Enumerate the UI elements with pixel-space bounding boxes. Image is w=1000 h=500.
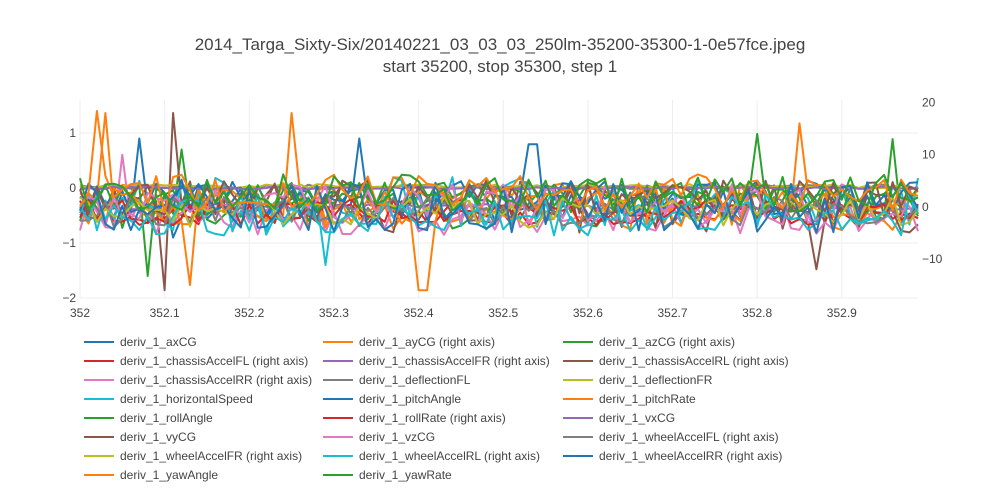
legend-swatch bbox=[84, 473, 114, 476]
legend-swatch bbox=[323, 454, 353, 457]
x-tick-label: 352.3 bbox=[319, 306, 349, 320]
legend-swatch bbox=[563, 397, 593, 400]
y-left-tick-label: 0 bbox=[69, 181, 76, 195]
legend-label: deriv_1_yawRate bbox=[359, 467, 452, 482]
legend-swatch bbox=[84, 359, 114, 362]
legend-swatch bbox=[323, 397, 353, 400]
x-tick-label: 352.8 bbox=[742, 306, 772, 320]
x-tick-label: 352.5 bbox=[488, 306, 518, 320]
legend-label: deriv_1_chassisAccelFL (right axis) bbox=[120, 353, 309, 368]
legend-item[interactable]: deriv_1_vyCG bbox=[84, 427, 196, 446]
legend-label: deriv_1_yawAngle bbox=[120, 467, 219, 482]
legend-swatch bbox=[323, 359, 353, 362]
legend-item[interactable]: deriv_1_wheelAccelFR (right axis) bbox=[84, 446, 302, 465]
legend-swatch bbox=[563, 416, 593, 419]
legend-swatch bbox=[84, 454, 114, 457]
legend-item[interactable]: deriv_1_pitchRate bbox=[563, 389, 696, 408]
legend-swatch bbox=[84, 435, 114, 438]
legend-item[interactable]: deriv_1_chassisAccelFL (right axis) bbox=[84, 351, 308, 370]
legend-label: deriv_1_vzCG bbox=[359, 429, 436, 444]
legend-swatch bbox=[563, 454, 593, 457]
legend-item[interactable]: deriv_1_yawRate bbox=[323, 465, 452, 484]
x-tick-label: 352.4 bbox=[404, 306, 434, 320]
legend-label: deriv_1_wheelAccelFR (right axis) bbox=[120, 448, 303, 463]
legend-swatch bbox=[84, 397, 114, 400]
y-right-tick-label: 0 bbox=[922, 200, 929, 214]
legend-label: deriv_1_pitchRate bbox=[599, 391, 696, 406]
legend-item[interactable]: deriv_1_rollRate (right axis) bbox=[323, 408, 506, 427]
x-tick-label: 352.1 bbox=[150, 306, 180, 320]
legend-swatch bbox=[563, 359, 593, 362]
chart-subtitle: start 35200, stop 35300, step 1 bbox=[382, 57, 618, 76]
y-left-tick-label: −2 bbox=[62, 291, 76, 305]
legend-label: deriv_1_deflectionFR bbox=[599, 372, 713, 387]
legend-label: deriv_1_wheelAccelRL (right axis) bbox=[359, 448, 540, 463]
y-left-tick-label: −1 bbox=[62, 236, 76, 250]
legend-swatch bbox=[563, 435, 593, 438]
legend-label: deriv_1_azCG (right axis) bbox=[599, 334, 736, 349]
legend-swatch bbox=[323, 435, 353, 438]
legend-label: deriv_1_chassisAccelFR (right axis) bbox=[359, 353, 550, 368]
legend-swatch bbox=[563, 340, 593, 343]
legend-label: deriv_1_axCG bbox=[120, 334, 197, 349]
legend-swatch bbox=[323, 340, 353, 343]
legend-item[interactable]: deriv_1_wheelAccelRR (right axis) bbox=[563, 446, 782, 465]
legend-swatch bbox=[84, 378, 114, 381]
y-right-tick-label: 10 bbox=[922, 148, 936, 162]
legend-label: deriv_1_wheelAccelRR (right axis) bbox=[599, 448, 783, 463]
x-tick-label: 352.6 bbox=[573, 306, 603, 320]
x-tick-label: 352.2 bbox=[234, 306, 264, 320]
legend-label: deriv_1_ayCG (right axis) bbox=[359, 334, 496, 349]
legend-label: deriv_1_rollAngle bbox=[120, 410, 213, 425]
x-tick-label: 352 bbox=[70, 306, 90, 320]
legend-item[interactable]: deriv_1_vxCG bbox=[563, 408, 675, 427]
legend-swatch bbox=[84, 416, 114, 419]
legend-label: deriv_1_chassisAccelRL (right axis) bbox=[599, 353, 789, 368]
legend-label: deriv_1_chassisAccelRR (right axis) bbox=[120, 372, 313, 387]
legend-item[interactable]: deriv_1_chassisAccelFR (right axis) bbox=[323, 351, 550, 370]
x-tick-label: 352.7 bbox=[658, 306, 688, 320]
legend-item[interactable]: deriv_1_axCG bbox=[84, 332, 197, 351]
legend-item[interactable]: deriv_1_wheelAccelRL (right axis) bbox=[323, 446, 540, 465]
legend-label: deriv_1_vyCG bbox=[120, 429, 197, 444]
legend-item[interactable]: deriv_1_chassisAccelRR (right axis) bbox=[84, 370, 312, 389]
legend-swatch bbox=[323, 416, 353, 419]
legend-item[interactable]: deriv_1_deflectionFR bbox=[563, 370, 712, 389]
legend-item[interactable]: deriv_1_deflectionFL bbox=[323, 370, 470, 389]
legend-label: deriv_1_horizontalSpeed bbox=[120, 391, 253, 406]
series-line bbox=[79, 173, 919, 214]
legend-label: deriv_1_rollRate (right axis) bbox=[359, 410, 506, 425]
y-right-tick-label: −10 bbox=[922, 252, 943, 266]
legend-swatch bbox=[563, 378, 593, 381]
legend-item[interactable]: deriv_1_vzCG bbox=[323, 427, 435, 446]
legend-item[interactable]: deriv_1_yawAngle bbox=[84, 465, 218, 484]
x-tick-label: 352.9 bbox=[827, 306, 857, 320]
legend-item[interactable]: deriv_1_rollAngle bbox=[84, 408, 213, 427]
legend-label: deriv_1_vxCG bbox=[599, 410, 676, 425]
legend-label: deriv_1_pitchAngle bbox=[359, 391, 462, 406]
legend-item[interactable]: deriv_1_pitchAngle bbox=[323, 389, 461, 408]
legend-item[interactable]: deriv_1_wheelAccelFL (right axis) bbox=[563, 427, 779, 446]
legend-item[interactable]: deriv_1_horizontalSpeed bbox=[84, 389, 253, 408]
legend-item[interactable]: deriv_1_chassisAccelRL (right axis) bbox=[563, 351, 789, 370]
legend-item[interactable]: deriv_1_ayCG (right axis) bbox=[323, 332, 495, 351]
legend-label: deriv_1_wheelAccelFL (right axis) bbox=[599, 429, 779, 444]
legend-item[interactable]: deriv_1_azCG (right axis) bbox=[563, 332, 735, 351]
series-line bbox=[79, 143, 919, 234]
legend-swatch bbox=[323, 473, 353, 476]
series-line bbox=[79, 153, 919, 236]
legend-swatch bbox=[323, 378, 353, 381]
y-right-tick-label: 20 bbox=[922, 96, 936, 110]
legend-swatch bbox=[84, 340, 114, 343]
y-left-tick-label: 1 bbox=[69, 126, 76, 140]
legend-label: deriv_1_deflectionFL bbox=[359, 372, 471, 387]
chart-title: 2014_Targa_Sixty-Six/20140221_03_03_03_2… bbox=[194, 35, 806, 54]
